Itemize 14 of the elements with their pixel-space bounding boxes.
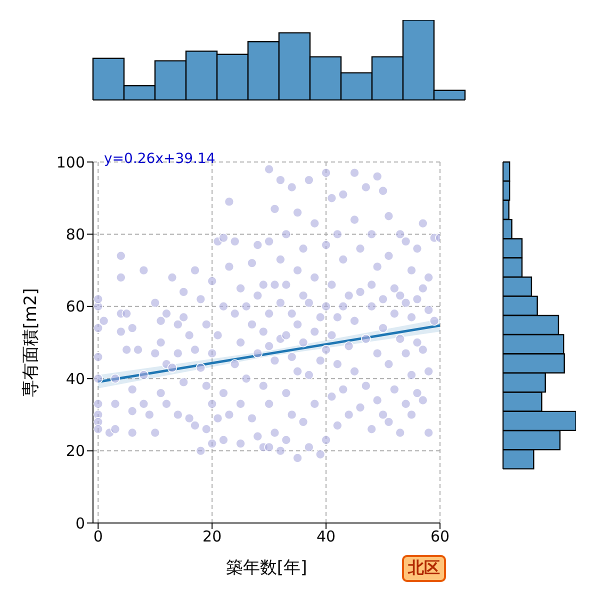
text: 北区 [402, 555, 446, 582]
annotation: y=0.26x+39.14 [104, 151, 216, 167]
y-tick-label: 20 [66, 442, 85, 460]
y-tick-label: 80 [66, 226, 85, 244]
y-tick-label: 0 [75, 514, 85, 532]
x-tick-label: 0 [93, 528, 103, 546]
x-axis-title: 築年数[年] [226, 558, 308, 578]
x-tick-label: 60 [430, 528, 450, 546]
y-axis-title: 専有面積[m2] [21, 288, 42, 397]
x-tick-label: 40 [316, 528, 336, 546]
x-tick-label: 20 [202, 528, 222, 546]
y-tick-label: 100 [56, 153, 85, 172]
y-tick-label: 60 [66, 298, 85, 316]
y-tick-label: 40 [66, 370, 85, 388]
